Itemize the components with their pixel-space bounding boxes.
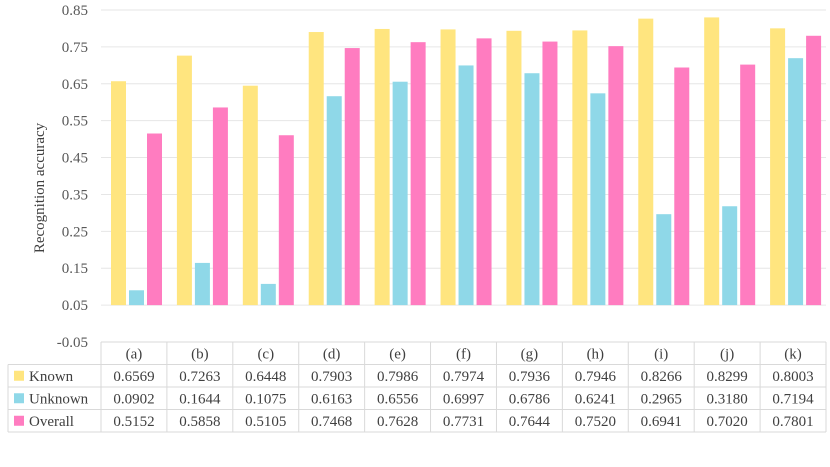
bars (111, 17, 822, 306)
y-tick-label: 0.75 (62, 40, 88, 56)
table-cell-value: 0.6997 (443, 391, 485, 407)
y-tick-label: 0.65 (62, 77, 88, 93)
y-tick-label: -0.05 (57, 335, 88, 351)
x-category-label: (g) (521, 346, 539, 362)
bar-unknown-4 (392, 81, 408, 306)
table-cell-value: 0.5105 (245, 414, 286, 430)
table-cell-value: 0.1644 (179, 391, 221, 407)
table-cell-value: 0.6786 (509, 391, 551, 407)
table-cell-value: 0.7020 (707, 414, 748, 430)
bar-unknown-0 (129, 290, 144, 306)
bar-unknown-1 (194, 262, 210, 306)
bar-overall-9 (740, 64, 756, 306)
bar-overall-1 (212, 107, 228, 306)
bar-unknown-10 (788, 58, 804, 306)
table-cell-value: 0.5152 (113, 414, 154, 430)
table-cell-value: 0.2965 (641, 391, 682, 407)
bar-overall-6 (542, 41, 558, 306)
x-category-label: (a) (126, 346, 143, 362)
table-cell-value: 0.7731 (443, 414, 484, 430)
bar-overall-10 (806, 35, 822, 306)
table-cell-value: 0.3180 (707, 391, 748, 407)
table-cell-value: 0.6448 (245, 369, 286, 385)
table-cell-value: 0.6163 (311, 391, 352, 407)
bar-known-10 (770, 28, 786, 306)
table-cell-value: 0.7946 (575, 369, 617, 385)
legend-swatch-known (14, 370, 24, 381)
table-cell-value: 0.7644 (509, 414, 551, 430)
x-category-label: (k) (784, 346, 802, 362)
table-cell-value: 0.7903 (311, 369, 352, 385)
table-cell-value: 0.7628 (377, 414, 418, 430)
bar-unknown-5 (458, 65, 474, 306)
y-tick-label: 0.35 (62, 187, 88, 203)
y-tick-label: 0.85 (62, 3, 88, 19)
bar-known-8 (638, 18, 654, 306)
bar-unknown-3 (326, 96, 342, 306)
table-cell-value: 0.5858 (179, 414, 220, 430)
x-category-label: (f) (456, 346, 471, 362)
table-cell-value: 0.8299 (707, 369, 748, 385)
y-tick-label: 0.45 (62, 151, 88, 167)
table-cell-value: 0.6556 (377, 391, 419, 407)
table-cell-value: 0.8003 (772, 369, 813, 385)
table-cell-value: 0.7194 (772, 391, 814, 407)
y-tick-label: 0.15 (62, 261, 88, 277)
x-category-label: (i) (654, 346, 668, 362)
legend-label-overall: Overall (29, 414, 74, 430)
bar-overall-2 (278, 135, 294, 306)
data-table: (a) (b) (c) (d) (e) (f) (g) (h) (i) (j) (k) Known 0.… (7, 341, 827, 433)
x-category-label: (j) (720, 346, 734, 362)
bar-known-0 (111, 81, 126, 306)
table-cell-value: 0.7468 (311, 414, 352, 430)
bar-known-5 (440, 29, 456, 306)
bar-known-2 (242, 85, 258, 306)
bar-known-9 (704, 17, 720, 306)
bar-known-1 (176, 55, 192, 306)
bar-known-3 (308, 32, 324, 306)
bar-overall-8 (674, 67, 690, 306)
x-category-label: (d) (323, 346, 341, 362)
y-tick-label: 0.55 (62, 114, 88, 130)
bar-overall-7 (608, 46, 624, 306)
table-cell-value: 0.0902 (113, 391, 154, 407)
table-cell-value: 0.1075 (245, 391, 286, 407)
bar-known-6 (506, 30, 522, 306)
table-cell-value: 0.8266 (641, 369, 683, 385)
legend-label-unknown: Unknown (29, 391, 89, 407)
x-category-label: (h) (587, 346, 605, 362)
bar-overall-4 (410, 42, 426, 306)
bar-unknown-6 (524, 73, 540, 306)
bar-overall-5 (476, 38, 492, 306)
bar-unknown-2 (260, 283, 276, 306)
x-category-label: (c) (257, 346, 274, 362)
table-cell-value: 0.7520 (575, 414, 616, 430)
y-axis-label: Recognition accuracy (32, 122, 48, 253)
bar-unknown-9 (722, 206, 738, 306)
table-cell-value: 0.7986 (377, 369, 419, 385)
legend-swatch-overall (14, 415, 24, 426)
bar-known-4 (374, 28, 390, 306)
y-axis: -0.05 0.05 0.15 0.25 0.35 0.45 0.55 0.65 0.75 0.8… (57, 3, 88, 351)
table-cell-value: 0.6941 (641, 414, 682, 430)
table-cell-value: 0.7801 (772, 414, 813, 430)
table-cell-value: 0.7936 (509, 369, 551, 385)
y-tick-label: 0.05 (62, 298, 88, 314)
bar-overall-3 (344, 48, 360, 306)
table-cell-value: 0.6569 (113, 369, 154, 385)
bar-overall-0 (147, 133, 162, 306)
y-tick-label: 0.25 (62, 224, 88, 240)
bar-unknown-8 (656, 214, 672, 306)
table-cell-value: 0.6241 (575, 391, 616, 407)
x-category-label: (b) (191, 346, 209, 362)
legend-swatch-unknown (14, 393, 24, 404)
table-cell-value: 0.7263 (179, 369, 220, 385)
table-cell-value: 0.7974 (443, 369, 485, 385)
bar-known-7 (572, 30, 588, 306)
bar-unknown-7 (590, 93, 606, 306)
legend-label-known: Known (29, 369, 74, 385)
x-category-label: (e) (389, 346, 406, 362)
